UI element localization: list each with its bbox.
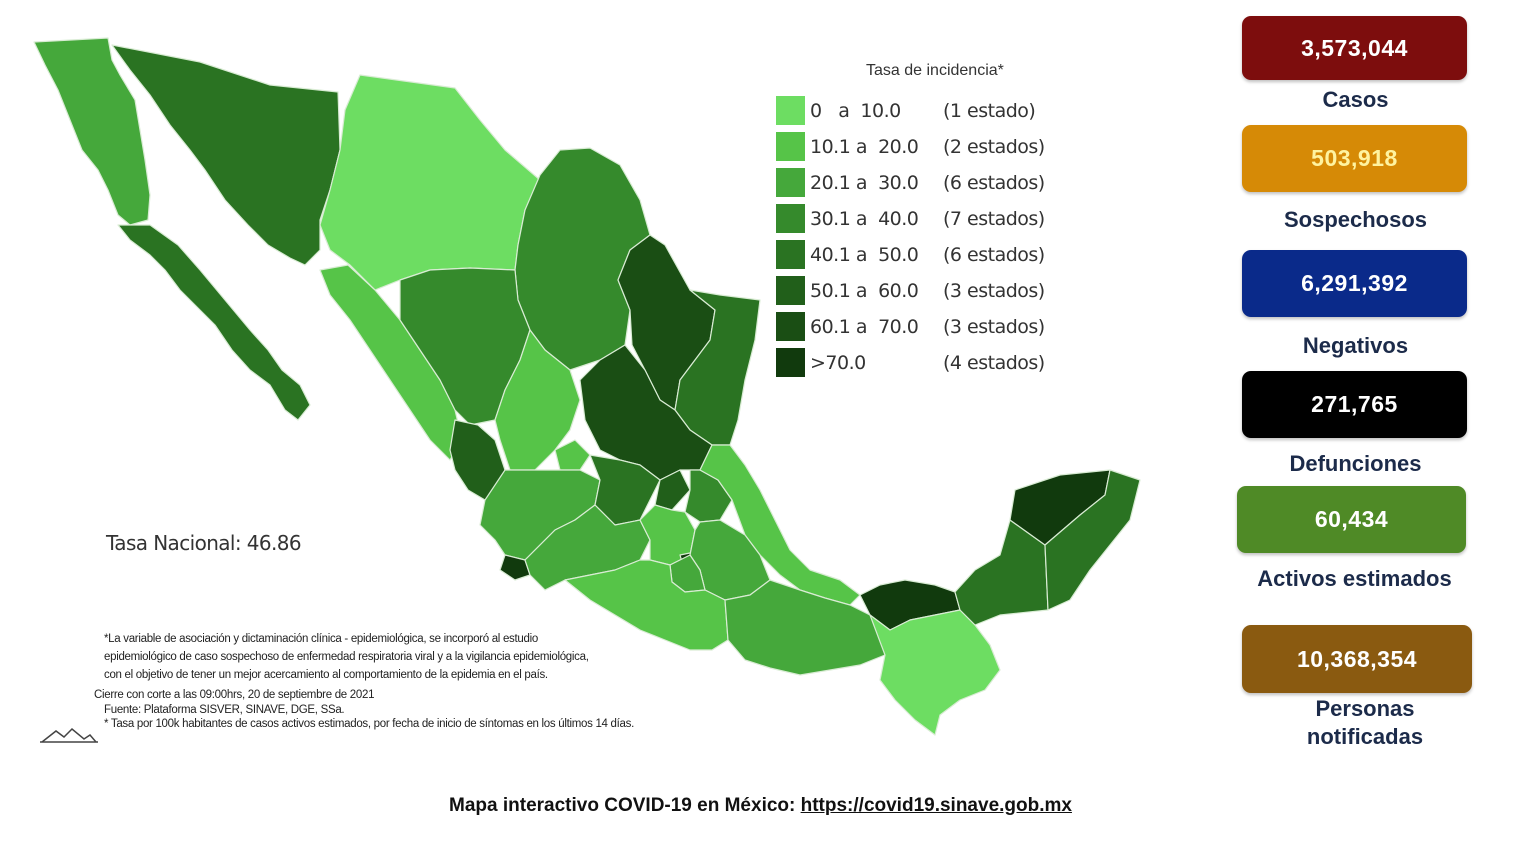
stat-label: Negativos: [1302, 333, 1409, 358]
state-quintana-roo[interactable]: [1044, 469, 1141, 611]
legend-row: >70.0 (4 estados): [776, 348, 1066, 378]
stat-label: Casos: [1322, 87, 1389, 112]
legend-range: 0 a 10.0: [810, 100, 901, 122]
state-baja-california-sur[interactable]: [117, 224, 311, 421]
legend-swatch: [776, 204, 805, 233]
state-sonora[interactable]: [111, 44, 341, 266]
legend-range: 30.1 a 40.0: [810, 208, 919, 230]
state-colima[interactable]: [499, 554, 531, 581]
legend-count: (4 estados): [943, 352, 1045, 374]
legend-count: (2 estados): [943, 136, 1045, 158]
methodology-note: *La variable de asociación y dictaminaci…: [104, 630, 589, 684]
legend-range: 40.1 a 50.0: [810, 244, 919, 266]
footer-text: Mapa interactivo COVID-19 en México:: [449, 795, 801, 816]
cierre-note: Cierre con corte a las 09:00hrs, 20 de s…: [94, 689, 375, 701]
stat-label: Activos estimados: [1257, 566, 1452, 591]
legend-row: 50.1 a 60.0 (3 estados): [776, 276, 1066, 306]
stat-value-card: 271,765: [1242, 371, 1467, 438]
mexico-choropleth: [33, 37, 1141, 736]
legend-row: 30.1 a 40.0 (7 estados): [776, 204, 1066, 234]
legend-row: 20.1 a 30.0 (6 estados): [776, 168, 1066, 198]
stat-label: Sospechosos: [1283, 207, 1428, 232]
legend-swatch: [776, 96, 805, 125]
state-chiapas[interactable]: [869, 609, 1001, 736]
legend-row: 40.1 a 50.0 (6 estados): [776, 240, 1066, 270]
legend-range: 20.1 a 30.0: [810, 172, 919, 194]
stat-value-card: 3,573,044: [1242, 16, 1467, 80]
stat-value-card: 6,291,392: [1242, 250, 1467, 317]
fuente-note: Fuente: Plataforma SISVER, SINAVE, DGE, …: [104, 703, 345, 716]
legend-count: (7 estados): [943, 208, 1045, 230]
legend-count: (3 estados): [943, 280, 1045, 302]
legend-swatch: [776, 240, 805, 269]
legend-count: (3 estados): [943, 316, 1045, 338]
stat-label: Defunciones: [1289, 451, 1422, 476]
legend-range: 50.1 a 60.0: [810, 280, 919, 302]
note-line-3: con el objetivo de tener un mejor acerca…: [104, 669, 548, 681]
mountain-logo-icon: [40, 727, 98, 743]
legend-swatch: [776, 312, 805, 341]
state-guerrero[interactable]: [564, 559, 729, 651]
legend-count: (6 estados): [943, 172, 1045, 194]
source-note: Cierre con corte a las 09:00hrs, 20 de s…: [94, 688, 634, 732]
legend-title: Tasa de incidencia*: [866, 62, 1004, 79]
tasa-note: * Tasa por 100k habitantes de casos acti…: [104, 718, 634, 730]
legend-swatch: [776, 132, 805, 161]
legend-swatch: [776, 168, 805, 197]
state-queretaro[interactable]: [654, 469, 691, 511]
legend-swatch: [776, 276, 805, 305]
incidence-map: Tasa de incidencia* 0 a 10.0 (1 estado) 10…: [33, 37, 1141, 743]
legend-swatch: [776, 348, 805, 377]
stat-value-card: 503,918: [1242, 125, 1467, 192]
legend-row: 0 a 10.0 (1 estado): [776, 96, 1066, 126]
state-guanajuato[interactable]: [589, 454, 661, 526]
state-chihuahua[interactable]: [319, 74, 541, 291]
legend-range: 10.1 a 20.0: [810, 136, 919, 158]
footer-link[interactable]: https://covid19.sinave.gob.mx: [800, 795, 1072, 816]
legend-count: (6 estados): [943, 244, 1045, 266]
legend-range: >70.0: [810, 352, 866, 374]
note-line-2: epidemiológico de caso sospechoso de enf…: [104, 651, 589, 663]
legend-range: 60.1 a 70.0: [810, 316, 919, 338]
stat-label: Personas notificadas: [1306, 696, 1424, 749]
stat-value-card: 10,368,354: [1242, 625, 1472, 693]
tasa-nacional: Tasa Nacional: 46.86: [106, 531, 302, 555]
state-baja-california[interactable]: [33, 37, 151, 226]
stat-value-card: 60,434: [1237, 486, 1466, 553]
note-line-1: *La variable de asociación y dictaminaci…: [104, 633, 538, 645]
legend-count: (1 estado): [943, 100, 1036, 122]
footer: Mapa interactivo COVID-19 en México: htt…: [0, 795, 1521, 817]
legend-row: 10.1 a 20.0 (2 estados): [776, 132, 1066, 162]
legend-row: 60.1 a 70.0 (3 estados): [776, 312, 1066, 342]
state-aguascalientes[interactable]: [554, 439, 591, 471]
